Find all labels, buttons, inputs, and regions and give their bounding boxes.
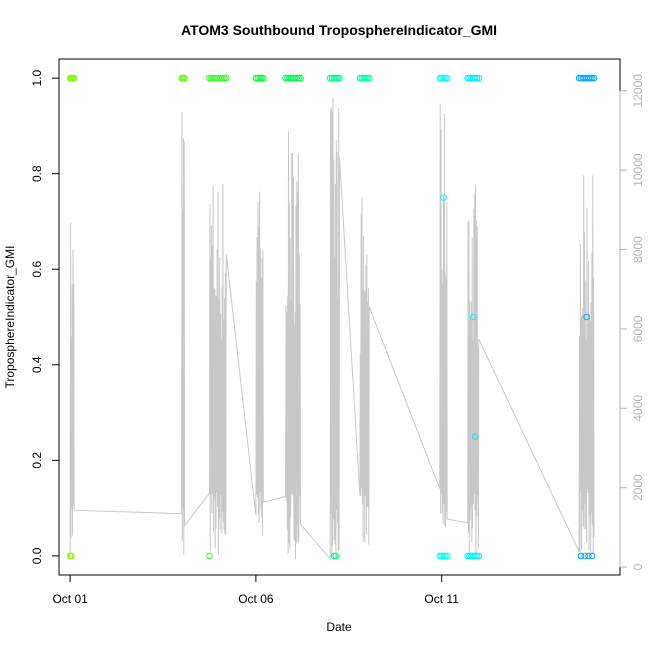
data-point [443, 552, 451, 560]
y-tick-label: 1.0 [30, 69, 44, 86]
data-point [362, 74, 369, 82]
data-point [440, 194, 447, 201]
data-point [222, 74, 230, 82]
data-point [293, 74, 301, 82]
x-axis: Oct 01 Oct 06 Oct 11 [52, 574, 459, 606]
data-point [471, 74, 479, 82]
data-point [443, 74, 451, 82]
data-point [440, 74, 447, 82]
data-point [219, 74, 226, 82]
y-tick-label: 0.8 [30, 165, 44, 182]
data-point [260, 74, 267, 82]
data-point [365, 74, 373, 82]
right-tick-label: 2000 [631, 474, 645, 501]
data-point [364, 74, 371, 82]
data-point [585, 552, 592, 560]
data-point [588, 74, 596, 82]
y-tick-label: 0.6 [30, 261, 44, 278]
data-point [440, 552, 447, 560]
y-axis-label: TroposphereIndicator_GMI [3, 246, 17, 389]
data-point [475, 552, 483, 560]
data-point [471, 552, 479, 560]
data-point [473, 74, 481, 82]
data-point [473, 552, 481, 560]
y-tick-label: 0.2 [30, 452, 44, 469]
data-point [442, 552, 449, 560]
right-axis: 0 2000 4000 6000 8000 10000 12000 [619, 74, 645, 570]
data-point [295, 74, 302, 82]
right-tick-label: 10000 [631, 153, 645, 187]
data-point [297, 74, 304, 82]
right-tick-label: 6000 [631, 315, 645, 342]
data-point [221, 74, 228, 82]
data-points [66, 74, 598, 560]
data-point [590, 74, 598, 82]
x-tick-label: Oct 06 [238, 592, 274, 606]
data-point [330, 552, 338, 560]
data-point [67, 552, 75, 560]
data-point [206, 552, 213, 560]
y-tick-label: 0.4 [30, 356, 44, 373]
chart-title: ATOM3 Southbound TroposphereIndicator_GM… [181, 22, 497, 38]
y-axis: 0.0 0.2 0.4 0.6 0.8 1.0 [30, 69, 60, 564]
x-tick-label: Oct 01 [52, 592, 88, 606]
data-point [583, 313, 590, 321]
data-point [581, 552, 589, 560]
data-point [469, 313, 477, 321]
data-point [336, 74, 343, 82]
data-point [70, 74, 78, 82]
data-point [334, 74, 341, 82]
right-tick-label: 4000 [631, 395, 645, 422]
data-point [181, 74, 188, 82]
data-point [577, 552, 585, 560]
right-tick-label: 8000 [631, 236, 645, 263]
data-point [471, 433, 479, 440]
data-point [332, 74, 340, 82]
data-point [332, 552, 340, 560]
data-point [475, 74, 483, 82]
altitude-line [69, 97, 595, 561]
y-tick-label: 0.0 [30, 547, 44, 564]
altitude-trace [69, 97, 595, 561]
x-tick-label: Oct 11 [424, 592, 459, 606]
x-axis-label: Date [326, 620, 352, 634]
right-tick-label: 0 [631, 563, 645, 570]
data-point [256, 74, 263, 82]
data-point [442, 74, 449, 82]
data-point [258, 74, 265, 82]
data-point [588, 552, 596, 560]
right-tick-label: 12000 [631, 74, 645, 108]
data-point [586, 74, 594, 82]
